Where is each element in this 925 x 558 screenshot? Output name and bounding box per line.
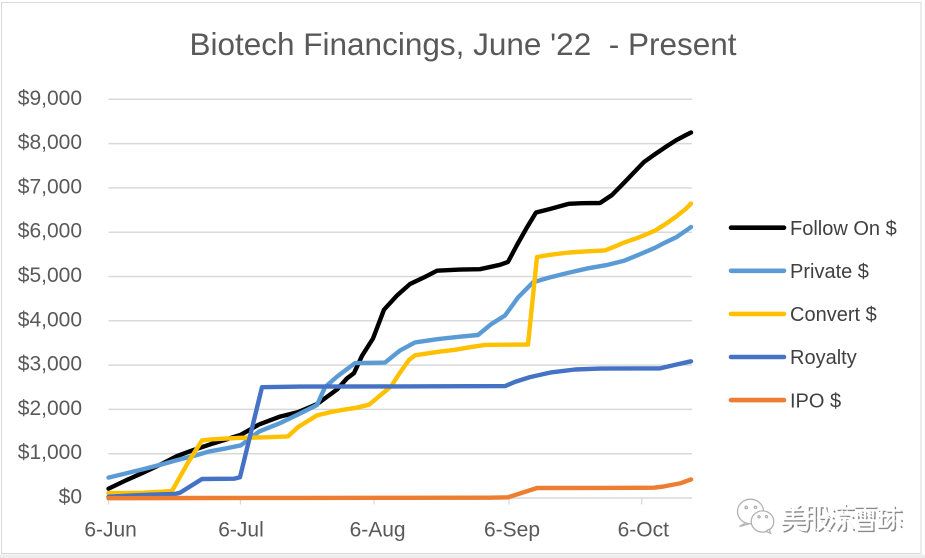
svg-text:Royalty: Royalty xyxy=(790,347,857,369)
svg-text:$5,000: $5,000 xyxy=(18,264,82,287)
svg-text:6-Sep: 6-Sep xyxy=(484,519,540,542)
svg-text:6-Jun: 6-Jun xyxy=(84,519,137,542)
svg-text:6-Jul: 6-Jul xyxy=(218,519,264,542)
svg-text:6-Aug: 6-Aug xyxy=(350,519,406,542)
svg-text:$6,000: $6,000 xyxy=(18,220,82,243)
svg-text:Convert $: Convert $ xyxy=(790,304,877,326)
svg-text:$4,000: $4,000 xyxy=(18,308,82,331)
svg-text:6-Oct: 6-Oct xyxy=(618,519,670,542)
svg-text:$8,000: $8,000 xyxy=(18,131,82,154)
svg-text:IPO $: IPO $ xyxy=(790,390,841,412)
svg-text:$7,000: $7,000 xyxy=(18,175,82,198)
svg-text:$0: $0 xyxy=(59,486,82,509)
svg-text:Private $: Private $ xyxy=(790,261,869,283)
svg-text:Follow On $: Follow On $ xyxy=(790,218,897,240)
svg-text:$3,000: $3,000 xyxy=(18,353,82,376)
svg-text:$2,000: $2,000 xyxy=(18,397,82,420)
svg-text:$9,000: $9,000 xyxy=(18,87,82,110)
svg-text:Biotech Financings, June '22: Biotech Financings, June '22 - Present xyxy=(189,26,736,62)
svg-text:$1,000: $1,000 xyxy=(18,441,82,464)
